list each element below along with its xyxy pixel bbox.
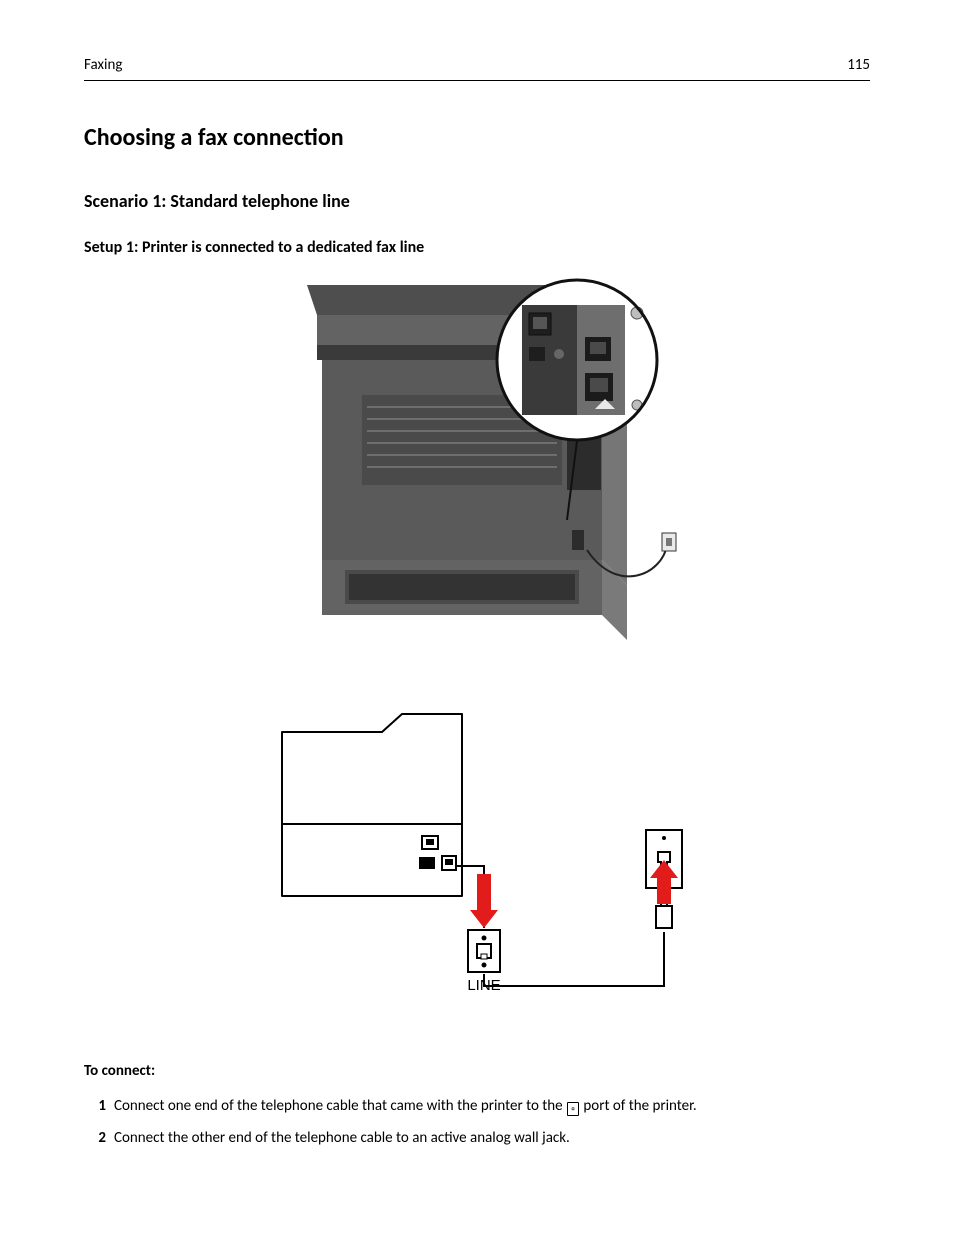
- figure-printer-photo: [84, 275, 870, 670]
- printer-callout-svg: [267, 275, 687, 670]
- header-page-number: 115: [847, 56, 870, 74]
- arrow-down-icon: [470, 874, 498, 928]
- heading-1: Choosing a fax connection: [84, 123, 870, 152]
- to-connect-heading: To connect:: [84, 1062, 870, 1080]
- step-number: 1: [84, 1096, 106, 1118]
- page-header: Faxing 115: [84, 56, 870, 81]
- figure-connection-diagram: LINE: [84, 696, 870, 1036]
- header-section: Faxing: [84, 56, 122, 74]
- heading-3: Setup 1: Printer is connected to a dedic…: [84, 238, 870, 257]
- list-item: 2 Connect the other end of the telephone…: [84, 1128, 870, 1150]
- heading-2: Scenario 1: Standard telephone line: [84, 190, 870, 212]
- step-number: 2: [84, 1128, 106, 1150]
- step-text: Connect the other end of the telephone c…: [114, 1128, 870, 1150]
- list-item: 1 Connect one end of the telephone cable…: [84, 1096, 870, 1118]
- ext-port-icon: [422, 836, 438, 849]
- line-connector-icon: [468, 930, 500, 972]
- steps-list: 1 Connect one end of the telephone cable…: [84, 1096, 870, 1150]
- connection-diagram-svg: LINE: [262, 696, 692, 1036]
- page: Faxing 115 Choosing a fax connection Sce…: [0, 0, 954, 1220]
- line-port-inline-icon: ▫: [567, 1102, 579, 1116]
- line-label-text: LINE: [467, 977, 500, 994]
- line-port-diagram-icon: [442, 856, 456, 870]
- step-text: Connect one end of the telephone cable t…: [114, 1096, 870, 1118]
